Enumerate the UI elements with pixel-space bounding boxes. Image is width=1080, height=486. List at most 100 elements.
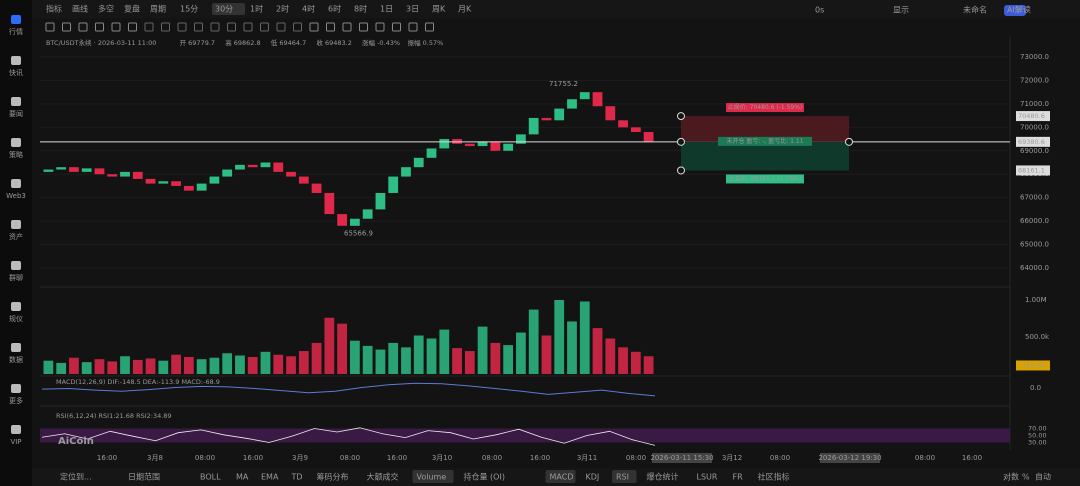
sidebar-icon[interactable] <box>11 425 21 434</box>
handle[interactable] <box>845 137 853 146</box>
toolbar-item[interactable]: 15分 <box>180 5 198 14</box>
toolbar-right[interactable]: 显示 <box>893 6 909 15</box>
sidebar-icon[interactable] <box>11 138 21 147</box>
handle[interactable] <box>677 112 685 121</box>
bottom-tool[interactable]: 日期范围 <box>128 472 160 482</box>
tool-icon[interactable] <box>78 22 88 32</box>
candle <box>209 176 220 184</box>
sidebar-icon[interactable] <box>11 302 21 311</box>
sidebar-label[interactable]: 策略 <box>9 150 23 159</box>
toolbar-item[interactable]: 1日 <box>380 5 393 14</box>
toolbar-item[interactable]: 画线 <box>72 4 88 14</box>
handle[interactable] <box>677 137 685 146</box>
ai-button[interactable] <box>1004 5 1026 16</box>
macd-line <box>41 382 656 397</box>
toolbar-item[interactable]: 30分 <box>215 5 233 14</box>
bottom-tool[interactable]: BOLL <box>200 473 221 482</box>
handle[interactable] <box>677 166 685 175</box>
toolbar-item[interactable]: 8时 <box>354 4 367 14</box>
bottom-right-tool[interactable]: 自动 <box>1035 472 1051 482</box>
sidebar-icon[interactable] <box>11 97 21 106</box>
bottom-tool[interactable]: FR <box>733 473 744 482</box>
tool-icon[interactable] <box>177 22 187 32</box>
ohlc-info: 收 69483.2 <box>316 38 351 47</box>
bottom-tool[interactable]: 定位到... <box>60 472 92 482</box>
tool-icon[interactable] <box>408 22 418 32</box>
bottom-tool[interactable]: MACD <box>550 473 574 482</box>
sidebar-label[interactable]: 要闻 <box>9 109 23 118</box>
sidebar-label[interactable]: 快讯 <box>9 68 23 77</box>
tool-icon[interactable] <box>392 22 401 32</box>
toolbar-item[interactable]: 月K <box>458 5 472 14</box>
sidebar-label[interactable]: 群聊 <box>9 273 23 282</box>
tool-icon[interactable] <box>276 22 286 32</box>
tool-icon[interactable] <box>425 22 434 32</box>
volume-bar <box>260 351 271 374</box>
sidebar-icon[interactable] <box>11 179 21 188</box>
tool-icon[interactable] <box>128 22 137 32</box>
toolbar-item[interactable]: 多空 <box>98 4 114 14</box>
volume-bar <box>516 332 526 374</box>
sidebar-icon[interactable] <box>11 261 21 270</box>
tool-icon[interactable] <box>293 22 302 32</box>
toolbar-item[interactable]: 6时 <box>328 4 341 14</box>
tool-icon[interactable] <box>161 22 170 32</box>
bottom-tool[interactable]: 持仓量 (OI) <box>464 472 505 482</box>
sidebar-label[interactable]: 资产 <box>9 232 23 241</box>
toolbar-right[interactable]: AI解读 <box>1007 5 1031 15</box>
toolbar-item[interactable]: 周K <box>432 5 446 14</box>
sidebar-label[interactable]: 行情 <box>9 27 23 36</box>
tool-icon[interactable] <box>111 22 121 32</box>
bottom-right-tool[interactable]: 对数 <box>1003 472 1019 482</box>
toolbar-item[interactable]: 复盘 <box>124 4 140 14</box>
tool-icon[interactable] <box>243 22 253 32</box>
candle <box>298 176 309 184</box>
sidebar-icon[interactable] <box>11 220 21 229</box>
tool-icon[interactable] <box>62 22 71 32</box>
bottom-tool[interactable]: TD <box>291 473 303 482</box>
sidebar-label[interactable]: 更多 <box>9 396 23 405</box>
bottom-tool[interactable]: EMA <box>261 473 279 482</box>
sidebar-label[interactable]: Web3 <box>6 192 26 200</box>
toolbar-right[interactable]: 未命名 <box>963 5 987 15</box>
volume-tick-label: 1.00M <box>1025 296 1047 304</box>
tool-icon[interactable] <box>260 22 269 32</box>
tool-icon[interactable] <box>144 22 154 32</box>
tool-icon[interactable] <box>342 22 352 32</box>
bottom-right-tool[interactable]: % <box>1022 473 1030 482</box>
tool-icon[interactable] <box>227 22 236 32</box>
bottom-tool[interactable]: 筹码分布 <box>317 472 349 482</box>
toolbar-item[interactable]: 2时 <box>276 4 289 14</box>
sidebar-label[interactable]: 数据 <box>9 355 23 364</box>
tool-icon[interactable] <box>309 22 319 32</box>
tool-icon[interactable] <box>359 22 368 32</box>
toolbar-item[interactable]: 指标 <box>46 4 62 14</box>
sidebar-icon[interactable] <box>11 343 21 352</box>
toolbar-item[interactable]: 周期 <box>150 5 166 14</box>
bottom-tool[interactable]: 爆仓统计 <box>647 472 679 482</box>
sidebar-label[interactable]: VIP <box>10 438 21 446</box>
bottom-tool[interactable]: LSUR <box>697 473 718 482</box>
bottom-tool[interactable]: MA <box>236 473 249 482</box>
tool-icon[interactable] <box>375 22 385 32</box>
sidebar-label[interactable]: 规仪 <box>9 314 23 323</box>
toolbar-right[interactable]: 0s <box>815 6 824 15</box>
tool-icon[interactable] <box>210 22 220 32</box>
toolbar-item[interactable]: 1时 <box>250 4 263 14</box>
sidebar-icon[interactable] <box>11 384 21 393</box>
bottom-tool[interactable]: 社区指标 <box>758 472 790 482</box>
toolbar-item[interactable]: 4时 <box>302 4 315 14</box>
bottom-tool[interactable]: RSI <box>616 473 629 482</box>
bottom-tool[interactable]: Volume <box>417 473 447 482</box>
sidebar-icon[interactable] <box>11 15 21 24</box>
tool-icon[interactable] <box>95 22 104 32</box>
bottom-tool[interactable]: 大额成交 <box>367 472 399 482</box>
volume-bar <box>528 309 539 374</box>
tool-icon[interactable] <box>194 22 203 32</box>
tool-icon[interactable] <box>326 22 335 32</box>
bottom-tool[interactable]: KDJ <box>586 473 600 482</box>
candle <box>490 141 501 151</box>
tool-icon[interactable] <box>45 22 55 32</box>
toolbar-item[interactable]: 3日 <box>406 5 419 14</box>
sidebar-icon[interactable] <box>11 56 21 65</box>
